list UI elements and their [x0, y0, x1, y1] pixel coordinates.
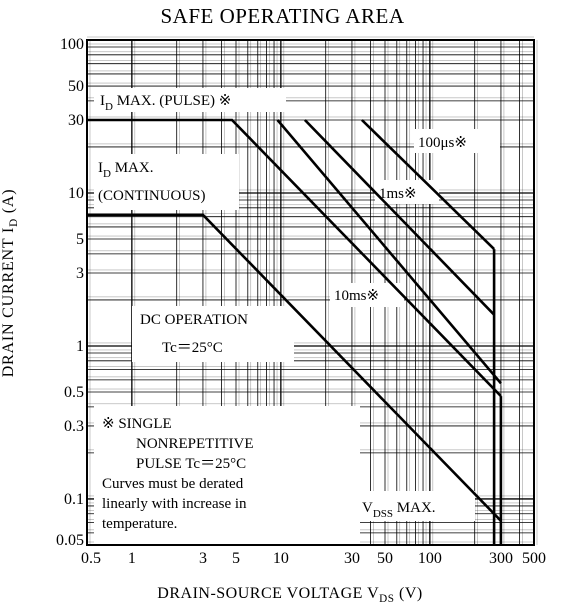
annotation-text: temperature. — [102, 516, 177, 532]
x-tick-label: 0.5 — [81, 550, 101, 567]
x-tick-label: 3 — [199, 550, 207, 567]
y-tick-label: 5 — [76, 231, 84, 248]
annotation-text: (CONTINUOUS) — [98, 188, 206, 204]
x-tick-label: 30 — [344, 550, 360, 567]
y-tick-label: 0.1 — [64, 491, 84, 508]
annotation-text: 100μs※ — [418, 135, 467, 151]
y-tick-label: 0.5 — [64, 384, 84, 401]
y-tick-label: 3 — [76, 265, 84, 282]
x-tick-label: 300 — [489, 550, 513, 567]
annotation-text: linearly with increase in — [102, 496, 247, 512]
annotation-text: 10ms※ — [334, 288, 379, 304]
y-tick-label: 10 — [68, 185, 84, 202]
y-tick-label: 0.05 — [56, 532, 84, 549]
x-tick-label: 100 — [418, 550, 442, 567]
x-axis-label: DRAIN-SOURCE VOLTAGE VDS (V) — [120, 585, 460, 605]
annotation-text: NONREPETITIVE — [136, 436, 253, 452]
y-tick-label: 50 — [68, 78, 84, 95]
x-tick-label: 50 — [377, 550, 393, 567]
soa-line-1 — [278, 120, 501, 383]
annotation-text: Tc＝25°C — [162, 340, 223, 356]
annotation-text: Curves must be derated — [102, 476, 244, 492]
x-tick-label: 1 — [128, 550, 136, 567]
y-tick-label: 100 — [60, 36, 84, 53]
x-tick-label: 5 — [232, 550, 240, 567]
x-tick-label: 500 — [522, 550, 546, 567]
annotation-text: 1ms※ — [379, 186, 417, 202]
x-tick-label: 10 — [273, 550, 289, 567]
y-tick-label: 30 — [68, 112, 84, 129]
annotation-text: ※ SINGLE — [102, 416, 172, 432]
y-tick-label: 0.3 — [64, 418, 84, 435]
y-tick-label: 1 — [76, 338, 84, 355]
y-axis-label: DRAIN CURRENT ID (A) — [0, 173, 20, 393]
annotation-text: PULSE Tc＝25°C — [136, 456, 246, 472]
annotation-text: DC OPERATION — [140, 312, 248, 328]
